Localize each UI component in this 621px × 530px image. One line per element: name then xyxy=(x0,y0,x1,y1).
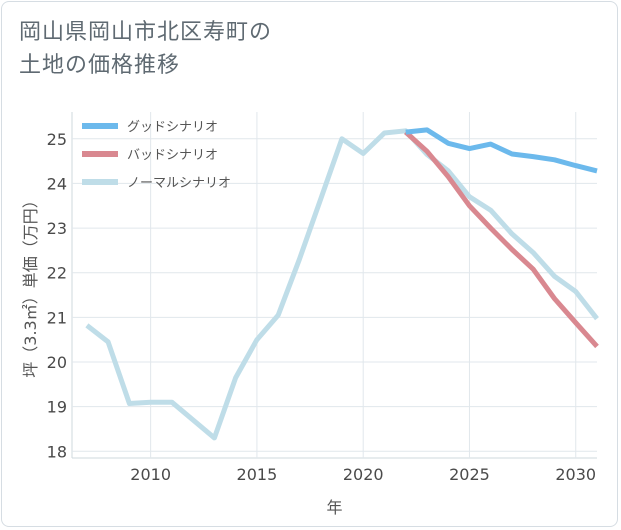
y-axis-title: 坪（3.3㎡）単価（万円） xyxy=(21,192,40,377)
tick-labels: 18 19 20 21 22 23 24 25 2010 2015 2020 2025 2030 xyxy=(47,130,596,484)
legend-label: バッドシナリオ xyxy=(127,148,218,163)
x-axis-title: 年 xyxy=(326,498,342,517)
grid-lines xyxy=(71,112,597,459)
y-tick-label: 18 xyxy=(47,442,67,461)
x-tick-label: 2030 xyxy=(555,465,596,484)
x-tick-label: 2025 xyxy=(449,465,490,484)
y-tick-label: 24 xyxy=(47,174,67,193)
y-tick-label: 19 xyxy=(47,398,67,417)
y-tick-label: 23 xyxy=(47,219,67,238)
series-line-1 xyxy=(404,130,599,349)
y-tick-label: 22 xyxy=(47,264,67,283)
legend-label: グッドシナリオ xyxy=(127,120,218,135)
series-line-2 xyxy=(85,128,599,441)
x-tick-label: 2015 xyxy=(237,465,278,484)
x-tick-label: 2010 xyxy=(130,465,171,484)
y-tick-label: 21 xyxy=(47,308,67,327)
series-line-0 xyxy=(405,127,598,174)
chart-title-line-1: 岡山県岡山市北区寿町の xyxy=(19,20,273,45)
x-tick-label: 2020 xyxy=(343,465,384,484)
y-tick-label: 25 xyxy=(47,130,67,149)
chart-title: 岡山県岡山市北区寿町の 土地の価格推移 xyxy=(19,16,439,82)
legend-label: ノーマルシナリオ xyxy=(127,176,231,191)
chart-title-line-2: 土地の価格推移 xyxy=(19,53,181,78)
y-tick-label: 20 xyxy=(47,353,67,372)
series-lines xyxy=(85,127,599,441)
